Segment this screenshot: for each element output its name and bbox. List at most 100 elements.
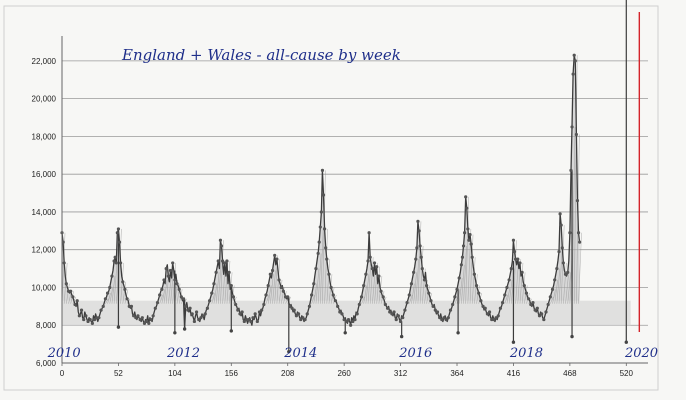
data-point [464, 195, 468, 199]
data-point [266, 283, 270, 288]
data-point [372, 261, 377, 265]
data-point [114, 261, 118, 265]
data-point [257, 310, 262, 314]
data-point [238, 312, 242, 316]
year-annotation: 2018 [509, 346, 543, 361]
y-tick-label: 6,000 [36, 359, 57, 368]
data-point [162, 278, 166, 282]
data-point [103, 297, 108, 301]
data-point [500, 300, 505, 305]
dip-point [287, 349, 291, 354]
data-point [112, 259, 116, 263]
hatch-stroke [556, 268, 561, 304]
data-point [333, 299, 338, 303]
hatch-stroke [215, 272, 220, 304]
data-point [403, 308, 407, 312]
data-point [503, 293, 507, 297]
data-point [555, 266, 559, 271]
data-point [553, 278, 557, 282]
data-point [134, 316, 138, 320]
data-point [383, 302, 387, 307]
data-point [197, 317, 201, 322]
hatch-stroke [560, 225, 565, 304]
data-point [277, 278, 281, 282]
data-point [560, 246, 564, 250]
hatch-stroke [220, 240, 224, 304]
data-point [153, 306, 157, 310]
data-point [175, 282, 179, 286]
data-point [468, 233, 472, 237]
data-point [288, 304, 292, 308]
hatch-stroke [313, 283, 318, 304]
hatch-stroke [504, 294, 509, 304]
hatch-stroke [170, 270, 174, 304]
x-tick-label: 208 [281, 369, 295, 378]
y-tick-labels: 6,000 8,000 10,000 12,000 14,000 16,000 18,000… [32, 57, 57, 368]
y-tick-label: 14,000 [32, 208, 57, 217]
data-point [451, 302, 455, 307]
data-point [88, 317, 92, 322]
data-point [205, 306, 210, 310]
data-point [270, 268, 275, 273]
x-tick-label: 104 [168, 369, 182, 378]
hatch-stroke [161, 289, 166, 304]
hatch-stroke [267, 285, 272, 304]
data-point [210, 291, 214, 295]
data-point [446, 316, 450, 320]
data-point [177, 287, 181, 291]
data-point [314, 266, 318, 271]
data-point [115, 231, 119, 235]
x-tick-label: 364 [450, 369, 464, 378]
hatch-stroke [419, 245, 424, 304]
data-point [323, 227, 327, 231]
data-point [64, 282, 68, 286]
data-point [535, 306, 539, 310]
hatch-stroke [474, 274, 478, 304]
data-point [301, 316, 305, 320]
year-annotation: 2016 [398, 346, 432, 361]
data-point [559, 223, 563, 227]
data-point [262, 302, 266, 307]
hatch-stroke [578, 232, 582, 304]
data-point [275, 257, 279, 261]
data-point [186, 308, 190, 312]
hatch-stroke [558, 251, 563, 304]
data-point [498, 306, 503, 310]
y-tick-label: 22,000 [32, 57, 57, 66]
data-point [116, 227, 121, 231]
data-point [303, 317, 307, 322]
data-point [465, 206, 469, 210]
data-point [566, 270, 570, 274]
data-point [349, 323, 353, 327]
data-point [507, 278, 511, 282]
data-point [69, 289, 73, 293]
data-point [375, 265, 379, 269]
y-tick-label: 20,000 [32, 95, 57, 104]
data-point [129, 304, 134, 308]
x-tick-label: 468 [563, 369, 577, 378]
data-point [453, 295, 457, 299]
dip-point [456, 331, 460, 335]
x-tick-label: 312 [394, 369, 408, 378]
data-point [194, 310, 199, 314]
data-point [325, 257, 329, 261]
data-point [392, 310, 396, 314]
data-point [117, 240, 122, 244]
hatch-stroke [122, 281, 127, 304]
data-point [212, 282, 216, 286]
dip-point [229, 329, 233, 333]
hatch-stroke [265, 294, 270, 304]
data-point [470, 255, 474, 259]
hatch-stroke [176, 283, 181, 304]
data-point [231, 295, 236, 299]
data-point [512, 249, 517, 254]
data-point [544, 310, 548, 314]
data-point [299, 317, 303, 322]
data-point [492, 317, 496, 322]
data-point [520, 270, 524, 274]
data-point [184, 304, 188, 308]
data-point [318, 225, 322, 229]
hatch-stroke [415, 259, 420, 304]
data-point [440, 317, 444, 322]
data-point [82, 317, 86, 322]
